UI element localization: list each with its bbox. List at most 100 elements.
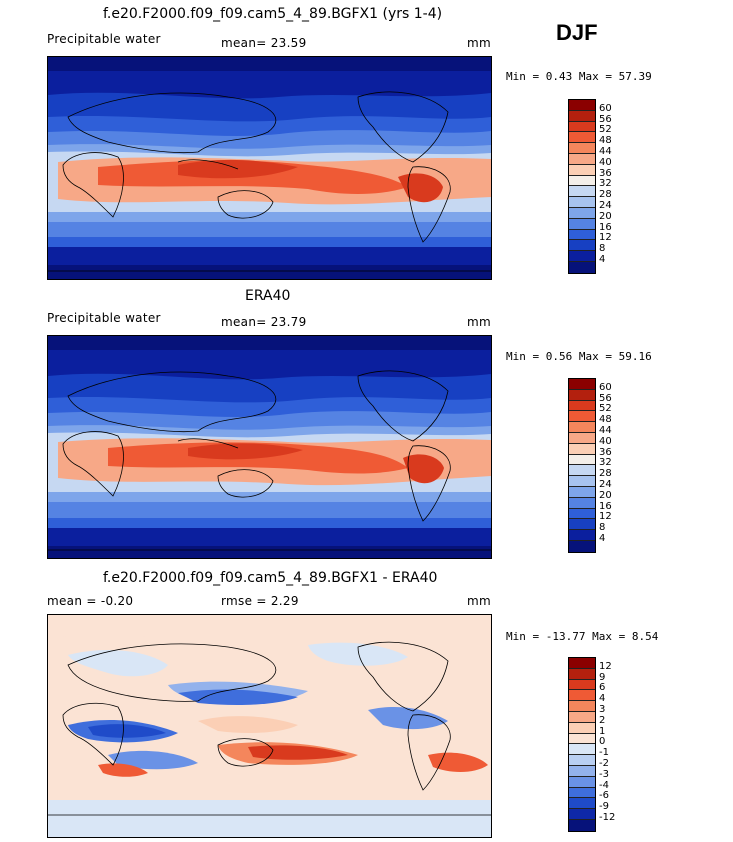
colorbar-segment [569,798,595,810]
colorbar-segment [569,261,595,273]
colorbar-tick-label: 0 [599,736,606,748]
colorbar-tick-label: 4 [599,693,606,705]
panel-1-colorbar [568,99,596,274]
panel-2-mean-label: mean= 23.79 [221,315,307,329]
panel-2-units-label: mm [467,315,491,329]
colorbar-segment [569,132,595,144]
colorbar-segment [569,776,595,788]
colorbar-segment [569,465,595,477]
colorbar-tick-label: 20 [599,210,612,222]
panel-3-mean-label: mean = -0.20 [47,594,134,608]
colorbar-tick-label: 3 [599,704,606,715]
colorbar-segment [569,454,595,466]
colorbar-tick-label: 12 [599,232,612,244]
colorbar-segment [569,251,595,262]
colorbar-tick-label: 20 [599,489,612,501]
colorbar-tick-label: 48 [599,414,612,426]
colorbar-tick-label: 28 [599,189,612,201]
panel-3-title: f.e20.F2000.f09_f09.cam5_4_89.BGFX1 - ER… [103,570,438,586]
colorbar-segment [569,690,595,702]
colorbar-segment [569,787,595,799]
panel-3-colorbar-segments [569,658,595,831]
colorbar-segment [569,400,595,412]
colorbar-tick-label: 40 [599,156,612,168]
colorbar-tick-label: 40 [599,435,612,447]
colorbar-tick-label: 56 [599,392,612,404]
colorbar-tick-label: 52 [599,403,612,415]
colorbar-segment [569,819,595,831]
panel-3-units-label: mm [467,594,491,608]
colorbar-segment [569,100,595,111]
colorbar-segment [569,540,595,552]
colorbar-segment [569,389,595,401]
colorbar-segment [569,679,595,691]
colorbar-tick-label: 60 [599,102,612,114]
colorbar-segment [569,711,595,723]
colorbar-segment [569,110,595,122]
colorbar-segment [569,379,595,390]
colorbar-tick-label: 4 [599,533,606,544]
panel-2-colorbar [568,378,596,553]
colorbar-tick-label: 1 [599,725,606,737]
season-label: DJF [556,20,598,45]
panel-1-title: f.e20.F2000.f09_f09.cam5_4_89.BGFX1 (yrs… [103,6,443,22]
colorbar-tick-label: 56 [599,113,612,125]
colorbar-tick-label: 8 [599,243,606,255]
colorbar-tick-label: 36 [599,446,612,458]
panel-1-units-label: mm [467,36,491,50]
panel-2-variable-label: Precipitable water [47,311,161,325]
colorbar-tick-label: 32 [599,457,612,469]
colorbar-tick-label: 24 [599,479,612,490]
colorbar-segment [569,218,595,230]
colorbar-segment [569,175,595,187]
colorbar-tick-label: 12 [599,660,612,672]
panel-3-minmax: Min = -13.77 Max = 8.54 [506,630,659,643]
colorbar-tick-label: 52 [599,124,612,136]
colorbar-tick-label: 24 [599,200,612,211]
panel-2-title: ERA40 [245,288,291,304]
colorbar-segment [569,744,595,756]
panel-1-mean-label: mean= 23.59 [221,36,307,50]
colorbar-segment [569,153,595,165]
panel-1-minmax: Min = 0.43 Max = 57.39 [506,70,652,83]
colorbar-tick-label: 28 [599,468,612,480]
colorbar-tick-label: 44 [599,146,612,157]
colorbar-segment [569,411,595,423]
panel-3-difference-map [47,614,492,838]
colorbar-segment [569,229,595,241]
colorbar-tick-label: 16 [599,221,612,233]
colorbar-segment [569,668,595,680]
colorbar-segment [569,240,595,252]
colorbar-segment [569,765,595,777]
colorbar-tick-label: -9 [599,801,609,813]
colorbar-segment [569,443,595,455]
colorbar-segment [569,143,595,154]
colorbar-segment [569,197,595,208]
colorbar-segment [569,809,595,820]
colorbar-tick-label: -1 [599,747,609,759]
panel-1-variable-label: Precipitable water [47,32,161,46]
colorbar-tick-label: -6 [599,790,609,802]
colorbar-segment [569,755,595,766]
colorbar-tick-label: 32 [599,178,612,190]
colorbar-tick-label: 16 [599,500,612,512]
colorbar-tick-label: 44 [599,425,612,436]
colorbar-segment [569,164,595,176]
colorbar-segment [569,722,595,734]
colorbar-tick-label: 36 [599,167,612,179]
colorbar-segment [569,497,595,509]
panel-2-minmax: Min = 0.56 Max = 59.16 [506,350,652,363]
colorbar-tick-label: 60 [599,381,612,393]
colorbar-tick-label: 8 [599,522,606,534]
colorbar-tick-label: 4 [599,254,606,265]
panel-1-model-map [47,56,492,280]
colorbar-segment [569,486,595,498]
colorbar-tick-label: -12 [599,812,616,823]
panel-1-colorbar-segments [569,100,595,273]
colorbar-segment [569,186,595,198]
colorbar-tick-label: -4 [599,779,609,791]
colorbar-tick-label: -3 [599,768,609,780]
colorbar-segment [569,207,595,219]
colorbar-tick-label: 9 [599,671,606,683]
colorbar-segment [569,432,595,444]
